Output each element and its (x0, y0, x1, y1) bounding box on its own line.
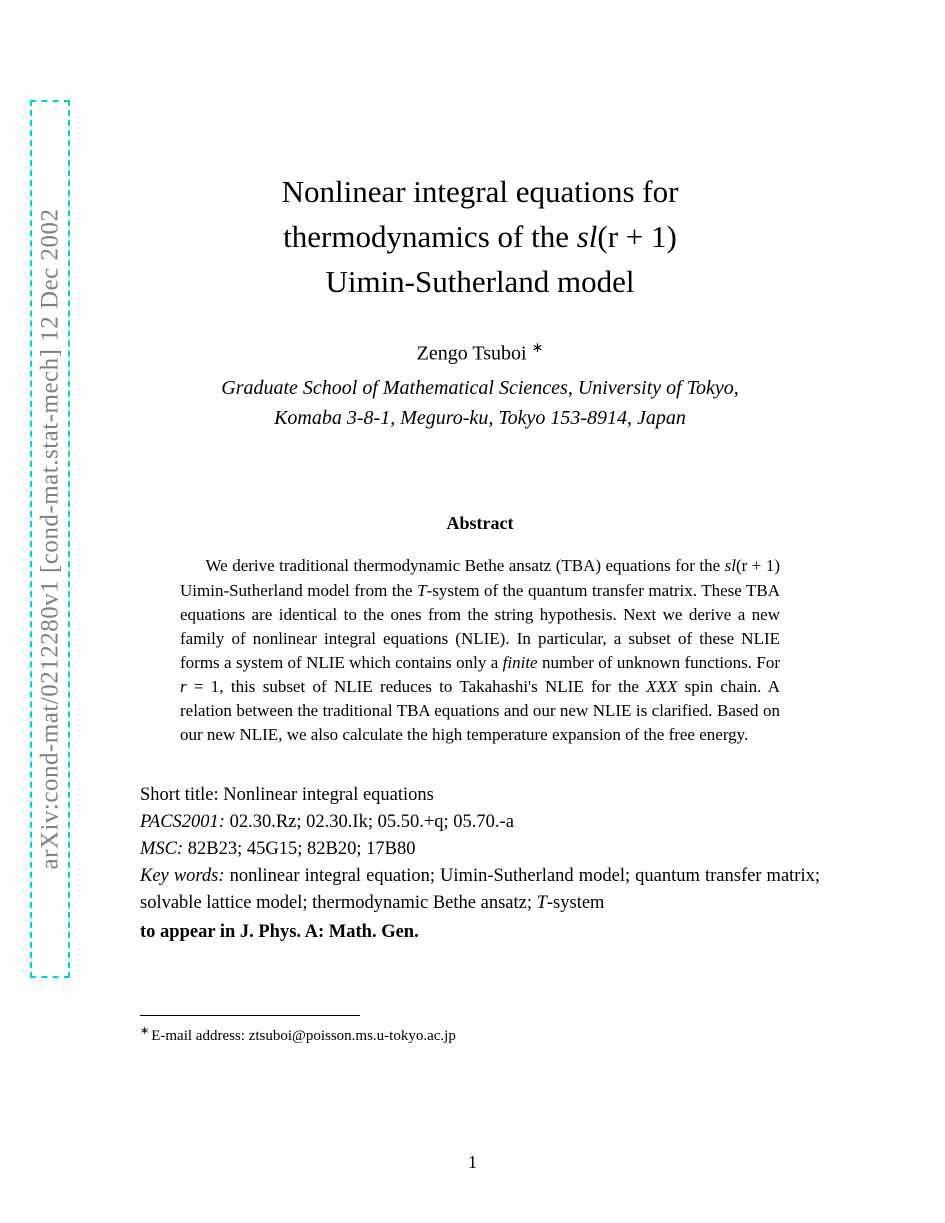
author-name: Zengo Tsuboi (417, 342, 532, 364)
abstract-heading: Abstract (140, 513, 820, 534)
abstract-p5: = 1, this subset of NLIE reduces to Taka… (187, 677, 647, 696)
page-number: 1 (0, 1152, 945, 1173)
abstract-body: We derive traditional thermodynamic Beth… (180, 554, 780, 747)
abstract-p1: We derive traditional thermodynamic Beth… (206, 556, 725, 575)
affiliation-line2: Komaba 3-8-1, Meguro-ku, Tokyo 153-8914,… (140, 403, 820, 433)
keywords-line: Key words: nonlinear integral equation; … (140, 863, 820, 917)
title-line1: Nonlinear integral equations for (282, 174, 679, 209)
abstract-p4: number of unknown functions. For (538, 653, 780, 672)
abstract-italic-finite: finite (503, 653, 538, 672)
msc-label: MSC: (140, 839, 183, 859)
title-math-paren: (r + 1) (597, 219, 676, 254)
title-line3: Uimin-Sutherland model (325, 264, 634, 299)
arxiv-watermark: arXiv:cond-mat/0212280v1 [cond-mat.stat-… (30, 100, 70, 978)
affiliation-line1: Graduate School of Mathematical Sciences… (140, 373, 820, 403)
pacs-line: PACS2001: 02.30.Rz; 02.30.Ik; 05.50.+q; … (140, 809, 820, 836)
footnote: ∗E-mail address: ztsuboi@poisson.ms.u-to… (140, 1024, 820, 1045)
footnote-marker: ∗ (140, 1025, 149, 1037)
pacs-label: PACS2001: (140, 812, 225, 832)
keywords-value: nonlinear integral equation; Uimin-Suthe… (140, 866, 820, 913)
pacs-value: 02.30.Rz; 02.30.Ik; 05.50.+q; 05.70.-a (225, 812, 514, 832)
paper-title: Nonlinear integral equations for thermod… (140, 170, 820, 305)
abstract-p2: Uimin-Sutherland model from the (180, 581, 417, 600)
title-line2-pre: thermodynamics of the (283, 219, 577, 254)
short-title-value: Nonlinear integral equations (223, 785, 434, 805)
title-math-sl: sl (577, 219, 598, 254)
keywords-label: Key words: (140, 866, 225, 886)
abstract-math-XXX: XXX (646, 677, 677, 696)
footnote-text: E-mail address: ztsuboi@poisson.ms.u-tok… (151, 1028, 456, 1044)
author-block: Zengo Tsuboi ∗ Graduate School of Mathem… (140, 340, 820, 434)
to-appear-line: to appear in J. Phys. A: Math. Gen. (140, 919, 820, 946)
msc-value: 82B23; 45G15; 82B20; 17B80 (183, 839, 415, 859)
page-content: Nonlinear integral equations for thermod… (140, 170, 820, 1045)
short-title-label: Short title: (140, 785, 223, 805)
abstract-paren1: (r + 1) (736, 556, 780, 575)
meta-block: Short title: Nonlinear integral equation… (140, 782, 820, 945)
msc-line: MSC: 82B23; 45G15; 82B20; 17B80 (140, 836, 820, 863)
keywords-suffix: -system (547, 893, 605, 913)
footnote-rule (140, 1015, 360, 1016)
arxiv-identifier: arXiv:cond-mat/0212280v1 [cond-mat.stat-… (36, 209, 64, 870)
author-footnote-marker: ∗ (532, 341, 544, 356)
abstract-math-sl: sl (725, 556, 736, 575)
author-name-line: Zengo Tsuboi ∗ (140, 340, 820, 366)
abstract-math-r: r (180, 677, 187, 696)
short-title-line: Short title: Nonlinear integral equation… (140, 782, 820, 809)
keywords-math-T: T (537, 893, 547, 913)
abstract-math-T: T (417, 581, 426, 600)
